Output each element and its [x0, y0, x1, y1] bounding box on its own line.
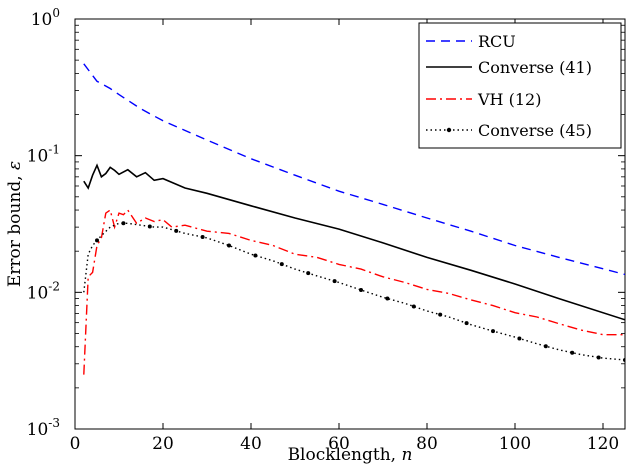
- x-tick-label: 60: [328, 434, 350, 454]
- series-marker-3: [411, 304, 416, 309]
- series-marker-3: [359, 288, 363, 293]
- series-marker-3: [596, 355, 601, 360]
- series-marker-3: [543, 344, 548, 349]
- y-tick-label: 100: [31, 6, 60, 30]
- legend-label-converse-45: Converse (45): [478, 121, 592, 140]
- series-marker-3: [464, 321, 469, 326]
- series-marker-3: [200, 235, 205, 240]
- series-marker-3: [332, 279, 337, 284]
- y-tick-label: 10-2: [27, 279, 60, 303]
- series-marker-3: [385, 296, 390, 301]
- x-tick-label: 40: [240, 434, 262, 454]
- series-marker-3: [517, 336, 522, 341]
- y-axis-title: Error bound, ε: [5, 161, 25, 287]
- series-marker-3: [570, 350, 575, 355]
- x-tick-label: 0: [70, 434, 81, 454]
- series-marker-3: [491, 329, 495, 334]
- y-tick-label: 10-1: [27, 143, 60, 167]
- legend-marker-3: [446, 127, 452, 133]
- x-tick-label: 120: [587, 434, 619, 454]
- series-marker-3: [279, 262, 284, 267]
- series-marker-3: [147, 224, 152, 229]
- series-marker-3: [227, 243, 231, 248]
- legend-box: [418, 22, 622, 149]
- x-axis-title: Blocklength, n: [288, 445, 413, 465]
- series-line-0: [83, 63, 625, 276]
- x-tick-label: 80: [416, 434, 438, 454]
- series-layer: [83, 63, 625, 375]
- series-marker-3: [438, 312, 443, 317]
- series-marker-3: [174, 228, 179, 233]
- ticks-layer: 0 20 40 60 80 100 120 10-3 10-2 10-1 100: [27, 6, 625, 454]
- series-line-2: [83, 208, 625, 375]
- series-marker-3: [95, 238, 99, 243]
- series-marker-3: [253, 253, 258, 258]
- series-marker-3: [623, 357, 625, 362]
- x-tick-label: 20: [152, 434, 174, 454]
- legend-label-rcu: RCU: [478, 32, 516, 51]
- series-marker-3: [121, 221, 126, 226]
- legend-label-vh-12: VH (12): [477, 90, 541, 109]
- y-tick-label: 10-3: [27, 416, 60, 440]
- series-line-1: [83, 163, 625, 321]
- legend: RCU Converse (41) VH (12) Converse (45): [418, 22, 622, 149]
- series-marker-3: [306, 271, 311, 276]
- legend-label-converse-41: Converse (41): [478, 58, 592, 77]
- x-tick-label: 100: [499, 434, 531, 454]
